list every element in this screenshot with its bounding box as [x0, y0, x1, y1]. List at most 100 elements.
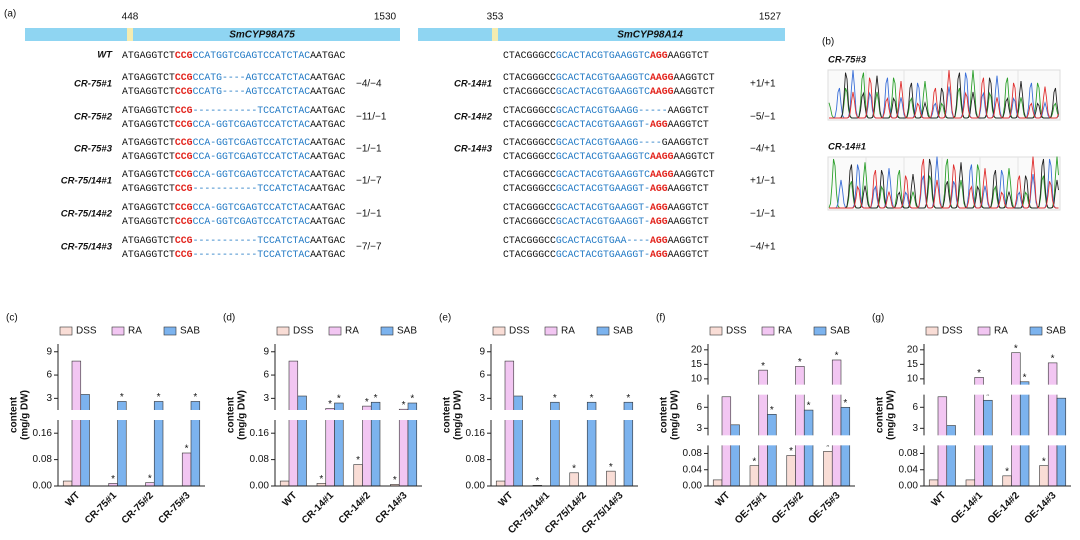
- significance-mark: *: [319, 474, 323, 485]
- sequence-segment: AAGG: [650, 86, 674, 97]
- axis-break: [921, 384, 1074, 395]
- sequence-segment: GAAGGTCT: [662, 137, 709, 148]
- y-axis-label: content: [442, 396, 453, 433]
- sequence-segment: CCG: [175, 235, 193, 246]
- bar: [823, 451, 833, 487]
- axis-break: [921, 435, 1074, 446]
- significance-mark: *: [1023, 372, 1027, 383]
- sequence-segment: CCG: [175, 216, 193, 227]
- mutation-note: +1/−1: [750, 176, 776, 187]
- sequence-segment: ATGAGGTCT: [122, 119, 175, 130]
- gene-start: 448: [122, 12, 139, 23]
- y-tick-label: 0.00: [250, 481, 270, 492]
- sequence-segment: AATGAC: [310, 86, 345, 97]
- sequence-segment: AAGGTCT: [668, 216, 709, 227]
- legend-swatch: [813, 326, 827, 336]
- y-tick-label: 0.00: [466, 481, 486, 492]
- gene-name: SmCYP98A75: [229, 30, 295, 41]
- sequence-segment: GCACTACGTGAAGGTC: [556, 72, 650, 83]
- sequence: ATGAGGTCTCCG-----------TCCATCTACAATGAC: [122, 249, 346, 260]
- mutation-note: −7/−7: [356, 242, 382, 253]
- panel-label: (f): [656, 313, 665, 324]
- y-axis-label: (mg/g DW): [886, 390, 897, 440]
- legend-label: RA: [345, 326, 359, 337]
- y-tick-label: 10: [907, 373, 919, 384]
- y-axis-label: (mg/g DW): [237, 390, 248, 440]
- significance-mark: *: [770, 405, 774, 416]
- sequence-segment: CCATG----AGTCCATCTAC: [193, 72, 311, 83]
- significance-mark: *: [843, 398, 847, 409]
- legend-label: SAB: [397, 326, 417, 337]
- legend-label: SAB: [830, 326, 850, 337]
- sequence-segment: AAGGTCT: [668, 105, 709, 116]
- line-name: CR-14#2: [454, 112, 493, 123]
- legend-swatch: [709, 326, 723, 336]
- axis-break: [272, 410, 425, 420]
- y-tick-label: 20: [691, 344, 703, 355]
- sequence-segment: CCATG----AGTCCATCTAC: [193, 86, 311, 97]
- sequence: ATGAGGTCTCCGCCA-GGTCGAGTCCATCTACAATGAC: [122, 137, 346, 148]
- y-tick-label: 0.04: [899, 464, 919, 475]
- mutation-note: −1/−1: [356, 209, 382, 220]
- panel-label: (c): [6, 313, 18, 324]
- panel-label: (g): [872, 313, 884, 324]
- panel-label: (e): [439, 313, 451, 324]
- legend-label: DSS: [942, 326, 963, 337]
- bar: [965, 479, 976, 487]
- significance-mark: *: [835, 351, 839, 362]
- sequence-segment: CTACGGGCC: [503, 86, 556, 97]
- bar: [606, 470, 616, 487]
- legend-label: RA: [561, 326, 575, 337]
- legend-label: SAB: [613, 326, 633, 337]
- significance-mark: *: [328, 399, 332, 410]
- sequence-segment: CCA-GGTCGAGTCCATCTAC: [193, 151, 311, 162]
- bar: [504, 360, 515, 487]
- y-tick-label: 0.08: [683, 448, 703, 459]
- sequence-segment: AATGAC: [310, 137, 345, 148]
- y-tick-label: 0.08: [250, 454, 270, 465]
- y-axis-label: content: [659, 396, 670, 433]
- sequence-segment: ATGAGGTCT: [122, 86, 175, 97]
- sequence-segment: ATGAGGTCT: [122, 183, 175, 194]
- trace-label: CR-75#3: [828, 55, 867, 66]
- sequence-segment: GCACTACGTGAAGGTC: [556, 169, 650, 180]
- mutation-note: −4/+1: [750, 242, 776, 253]
- sequence-segment: CCA-GGTCGAGTCCATCTAC: [193, 137, 311, 148]
- axis-break: [488, 410, 641, 420]
- significance-mark: *: [798, 357, 802, 368]
- sequence: ATGAGGTCTCCGCCATGGTCGAGTCCATCTACAATGAC: [122, 50, 346, 61]
- sequence: CTACGGGCCGCACTACGTGAAGGT-AGGAAGGTCT: [503, 202, 709, 213]
- bar: [80, 394, 90, 487]
- sequence-segment: AAGG: [650, 72, 674, 83]
- y-tick-label: 3: [696, 423, 702, 434]
- sequence-segment: ATGAGGTCT: [122, 72, 175, 83]
- y-axis-label: content: [9, 396, 20, 433]
- axis-break: [705, 435, 858, 446]
- legend-swatch: [328, 326, 342, 336]
- sequence-segment: GCACTACGTGAAGGTC: [556, 86, 650, 97]
- sequence-segment: AAGGTCT: [674, 151, 715, 162]
- significance-mark: *: [609, 462, 613, 473]
- y-tick-label: 3: [479, 393, 485, 404]
- significance-mark: *: [535, 476, 539, 487]
- mutation-note: −4/−4: [356, 79, 382, 90]
- significance-mark: *: [826, 442, 830, 453]
- sequence-segment: AAGGTCT: [668, 202, 709, 213]
- sequence-segment: AAGGTCT: [668, 183, 709, 194]
- sequence-segment: CCG: [175, 169, 193, 180]
- gene-bar: [418, 28, 785, 41]
- sequence-segment: CTACGGGCC: [503, 235, 556, 246]
- sequence-segment: CCATGGTCGAGTCCATCTAC: [193, 50, 311, 61]
- sequence-segment: ATGAGGTCT: [122, 216, 175, 227]
- sequence-segment: AAGGTCT: [674, 169, 715, 180]
- sequence-segment: CCG: [175, 50, 193, 61]
- legend-label: DSS: [726, 326, 747, 337]
- bar: [297, 395, 307, 487]
- sequence-segment: AAGGTCT: [668, 50, 709, 61]
- sequence-segment: AGG: [650, 216, 668, 227]
- significance-mark: *: [553, 393, 557, 404]
- panel-label: (b): [822, 37, 834, 48]
- y-tick-label: 9: [263, 346, 269, 357]
- y-tick-label: 0.08: [466, 454, 486, 465]
- chromatogram-trace: [829, 72, 1059, 119]
